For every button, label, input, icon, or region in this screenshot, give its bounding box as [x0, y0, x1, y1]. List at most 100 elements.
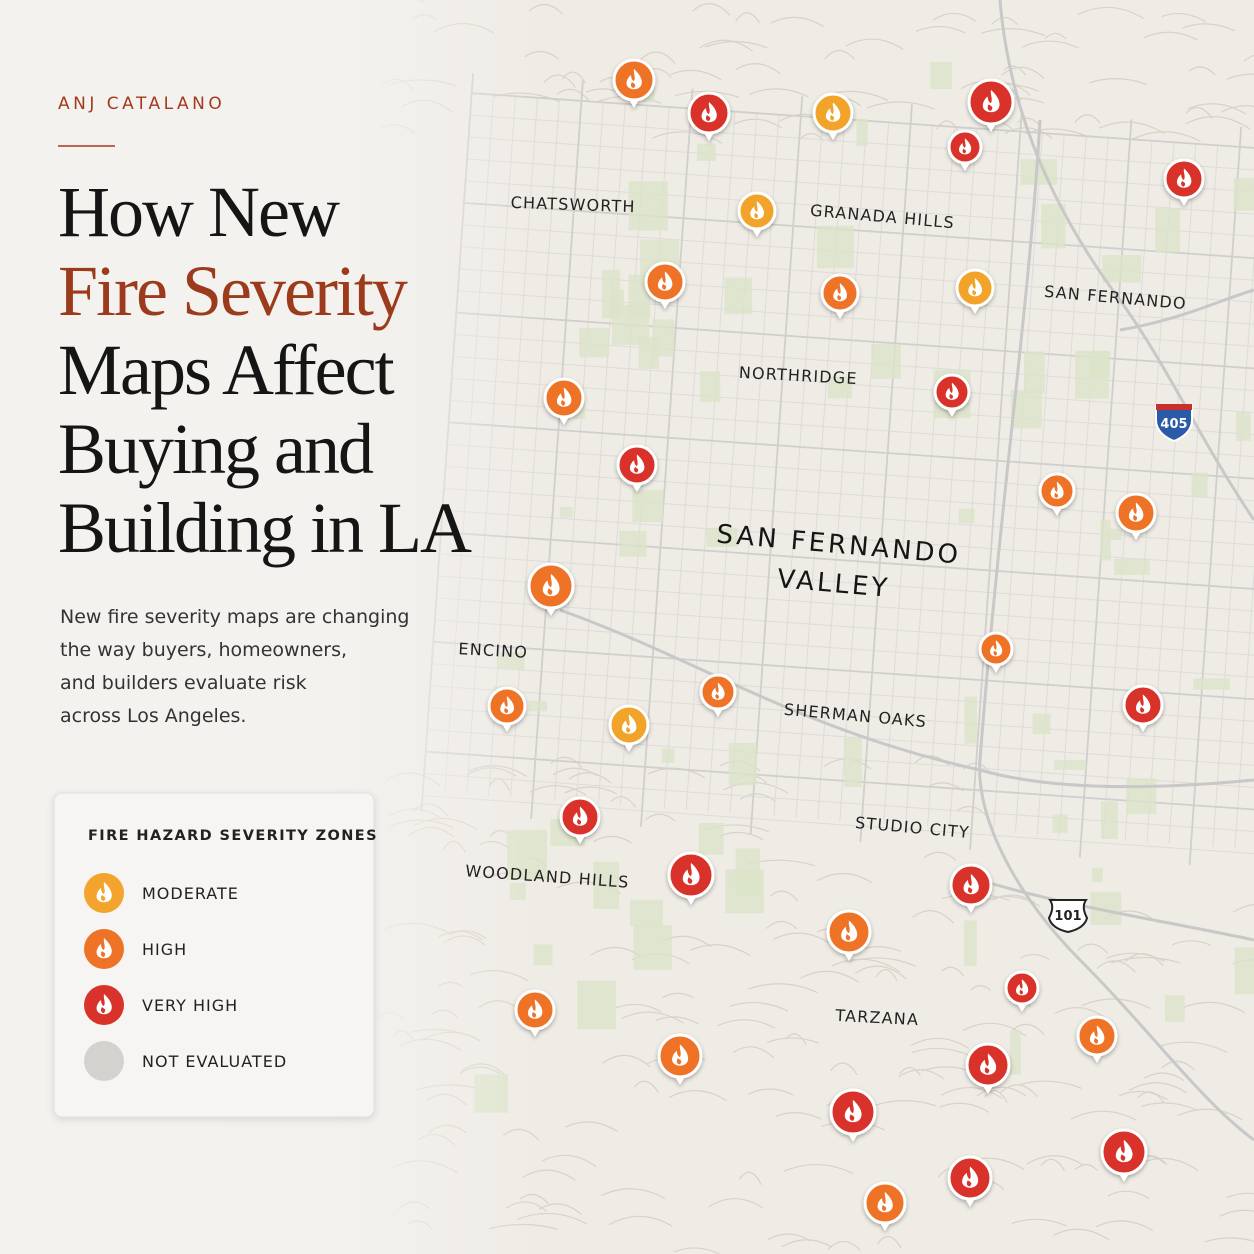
pin-body [820, 273, 860, 313]
park [697, 143, 716, 162]
avenue [440, 531, 1254, 595]
freeway [978, 119, 1254, 1142]
hill-ridge [1019, 1080, 1082, 1089]
hill-ridge [781, 1239, 832, 1248]
fire-pin [559, 796, 601, 844]
pin-body [644, 261, 686, 303]
park [1041, 203, 1066, 249]
hill-ridge [800, 970, 860, 983]
hill-ridge [749, 88, 809, 98]
hill-ridge [799, 132, 825, 142]
hill-ridge [1219, 1209, 1254, 1217]
hill-ridge [898, 1069, 945, 1080]
park [1100, 801, 1118, 839]
hill-ridge [1143, 31, 1199, 41]
avenue [859, 103, 913, 843]
fire-pin [527, 562, 575, 616]
description-line: New fire severity maps are changing [60, 606, 409, 628]
hill-ridge [915, 25, 966, 34]
pin-body [657, 1033, 703, 1079]
avenue [433, 640, 1254, 705]
park [1191, 472, 1208, 497]
hill-ridge [932, 12, 976, 22]
hill-ridge [735, 12, 760, 24]
street [817, 120, 868, 820]
flame-icon [626, 69, 642, 90]
flame-icon [833, 283, 848, 302]
street [949, 129, 999, 829]
pin-body [559, 796, 601, 838]
hill-ridge [766, 920, 798, 930]
pin-body [965, 1042, 1011, 1088]
hill-ridge [708, 1198, 764, 1209]
hill-ridge [655, 1016, 700, 1025]
hill-ridge [1096, 960, 1136, 973]
hill-ridge [541, 1154, 597, 1168]
legend-title: FIRE HAZARD SEVERITY ZONES [88, 828, 378, 844]
pin-body [543, 377, 585, 419]
street [1146, 143, 1197, 843]
fire-pin [737, 191, 777, 237]
hill-ridge [1107, 1190, 1150, 1200]
place-label: ENCINO [458, 639, 529, 662]
hill-ridge [592, 835, 632, 844]
park [1126, 778, 1157, 814]
legend-label: NOT EVALUATED [142, 1052, 287, 1071]
pins [487, 58, 1205, 1231]
fire-pin [829, 1088, 877, 1142]
flame-icon [527, 999, 543, 1019]
pin-body [949, 863, 993, 907]
flame-icon [672, 1044, 689, 1066]
park [1102, 254, 1142, 283]
fire-pin [1004, 970, 1040, 1012]
park [1164, 995, 1185, 1022]
street [1124, 142, 1175, 841]
park [827, 376, 853, 399]
fire-pin [978, 631, 1014, 673]
description-line: the way buyers, homeowners, [60, 639, 347, 661]
fire-pin [826, 909, 872, 961]
hill-ridge [738, 1171, 762, 1185]
park [871, 343, 901, 379]
avenue [640, 88, 694, 827]
avenue [448, 421, 1254, 485]
park [843, 738, 862, 788]
freeway [559, 608, 1254, 789]
park [1032, 713, 1051, 735]
pin-body [737, 191, 777, 231]
street [773, 117, 824, 817]
park [577, 980, 616, 1030]
flame-icon [750, 201, 765, 220]
park [619, 530, 647, 557]
freeway [1119, 288, 1254, 332]
fire-pin [667, 851, 715, 905]
park [1024, 351, 1045, 394]
avenue [471, 92, 1254, 156]
hill-ridge [564, 786, 617, 795]
park [638, 336, 659, 369]
pin-body [863, 1181, 907, 1225]
pin-body [487, 686, 527, 726]
hill-ridge [1054, 1007, 1105, 1019]
hill-ridge [644, 813, 676, 822]
park [579, 327, 609, 358]
park [964, 696, 977, 744]
hill-ridge [633, 1080, 659, 1093]
flame-icon [629, 454, 645, 474]
hill-ridge [662, 992, 695, 999]
park [963, 920, 977, 966]
hill-ridge [1011, 1218, 1067, 1227]
legend-swatch [84, 929, 124, 969]
flame-icon [1115, 1139, 1133, 1163]
park [630, 899, 663, 927]
park [628, 181, 668, 231]
hill-ridge [816, 872, 873, 884]
park [698, 823, 724, 855]
fire-pin [863, 1181, 907, 1231]
pin-body [1038, 472, 1076, 510]
hill-ridge [1144, 1072, 1185, 1082]
shield-number: 405 [1160, 417, 1187, 432]
fire-pin [487, 686, 527, 732]
hill-ridge [747, 983, 818, 994]
legend-swatch [84, 873, 124, 913]
